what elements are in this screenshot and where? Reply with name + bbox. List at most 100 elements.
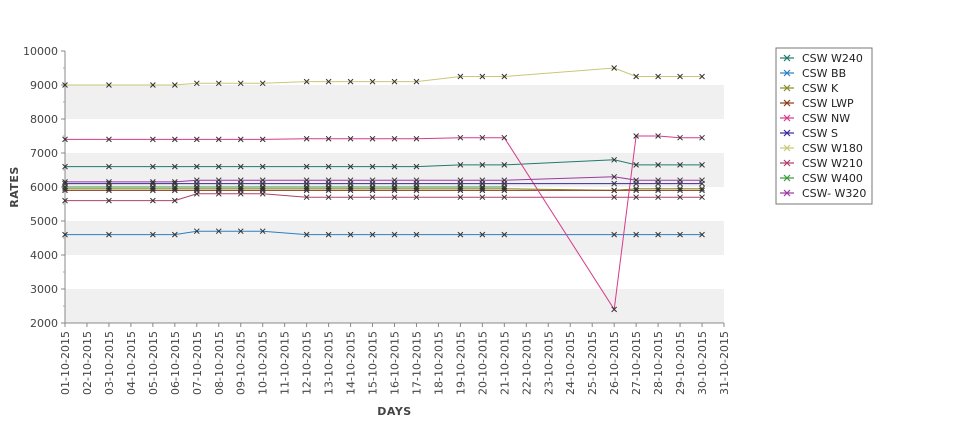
data-point bbox=[479, 231, 486, 238]
data-point bbox=[237, 228, 244, 235]
data-point bbox=[611, 187, 618, 194]
data-point bbox=[237, 177, 244, 184]
y-tick-label: 7000 bbox=[30, 147, 58, 160]
y-tick-label: 10000 bbox=[23, 45, 58, 58]
data-point bbox=[633, 187, 639, 194]
x-tick-label: 25-10-2015 bbox=[586, 331, 599, 395]
legend-item: CSW K bbox=[780, 82, 839, 95]
series-line-1 bbox=[65, 159, 702, 168]
legend-marker bbox=[783, 114, 791, 122]
data-point bbox=[457, 194, 464, 201]
y-tick-label: 9000 bbox=[30, 79, 58, 92]
data-point bbox=[325, 184, 332, 190]
data-point bbox=[347, 163, 354, 170]
data-point bbox=[369, 194, 376, 201]
legend-item: CSW LWP bbox=[780, 97, 854, 110]
data-point bbox=[237, 185, 244, 192]
data-point bbox=[150, 197, 156, 204]
x-tick-label: 11-10-2015 bbox=[279, 331, 292, 395]
data-point bbox=[150, 82, 156, 88]
series-lines bbox=[65, 67, 702, 311]
x-tick-label: 03-10-2015 bbox=[103, 331, 116, 395]
legend-marker bbox=[783, 159, 791, 167]
data-point bbox=[391, 177, 398, 184]
legend: CSW W240 CSW BB CSW K CSW LWP CSW NW CSW S CSW… bbox=[775, 47, 873, 205]
data-point bbox=[457, 73, 464, 80]
data-point bbox=[325, 163, 332, 170]
x-tick-label: 17-10-2015 bbox=[410, 331, 423, 395]
legend-marker bbox=[783, 129, 791, 137]
legend-item: CSW NW bbox=[780, 112, 850, 125]
x-tick-label: 18-10-2015 bbox=[432, 331, 445, 395]
data-point bbox=[106, 179, 112, 185]
legend-label: CSW W240 bbox=[802, 52, 863, 65]
grid-band bbox=[65, 255, 724, 289]
data-point bbox=[150, 163, 156, 170]
data-point bbox=[150, 184, 156, 190]
data-point bbox=[501, 194, 508, 201]
data-point bbox=[501, 134, 508, 141]
data-point bbox=[677, 134, 683, 141]
grid-band bbox=[65, 119, 724, 153]
x-tick-label: 14-10-2015 bbox=[345, 331, 358, 395]
data-point bbox=[611, 306, 618, 313]
x-tick-label: 23-10-2015 bbox=[542, 331, 555, 395]
data-point bbox=[171, 136, 178, 143]
data-point bbox=[171, 179, 178, 185]
x-tick-label: 01-10-2015 bbox=[59, 331, 72, 395]
x-tick-label: 21-10-2015 bbox=[498, 331, 511, 395]
data-point bbox=[193, 184, 200, 190]
data-point bbox=[479, 134, 486, 141]
data-point bbox=[391, 135, 398, 142]
x-tick-label: 02-10-2015 bbox=[81, 331, 94, 395]
data-point bbox=[237, 184, 244, 190]
data-point bbox=[171, 231, 178, 238]
data-point bbox=[655, 133, 661, 139]
data-point bbox=[633, 73, 639, 80]
data-point bbox=[457, 177, 464, 184]
data-point bbox=[369, 184, 376, 190]
y-ticks: 2000 3000 4000 5000 6000 7000 8000 9000 10000 bbox=[23, 45, 65, 330]
data-point bbox=[633, 162, 639, 168]
x-tick-label: 19-10-2015 bbox=[454, 331, 467, 395]
data-point bbox=[677, 185, 683, 192]
grid-band bbox=[65, 289, 724, 323]
x-tick-label: 10-10-2015 bbox=[257, 331, 270, 395]
data-point bbox=[150, 136, 156, 143]
y-axis-title: RATES bbox=[8, 166, 21, 208]
data-point bbox=[479, 185, 486, 192]
x-ticks: 01-10-2015 02-10-2015 03-10-2015 04-10-2015… bbox=[59, 323, 731, 395]
legend-item: CSW W240 bbox=[780, 52, 863, 65]
x-tick-label: 24-10-2015 bbox=[564, 331, 577, 395]
legend-marker bbox=[783, 84, 791, 92]
data-point bbox=[171, 197, 178, 204]
x-tick-label: 20-10-2015 bbox=[476, 331, 489, 395]
data-point bbox=[215, 185, 222, 192]
legend-label: CSW S bbox=[802, 127, 838, 140]
y-tick-label: 4000 bbox=[30, 249, 58, 262]
data-point bbox=[391, 184, 398, 190]
legend-marker bbox=[783, 69, 791, 77]
legend-label: CSW W210 bbox=[802, 157, 863, 170]
data-point bbox=[347, 78, 354, 85]
data-point bbox=[303, 184, 310, 190]
data-point bbox=[193, 228, 200, 235]
data-point bbox=[303, 194, 310, 201]
x-tick-label: 06-10-2015 bbox=[169, 331, 182, 395]
data-point bbox=[369, 135, 376, 142]
data-point bbox=[655, 185, 661, 192]
legend-label: CSW BB bbox=[802, 67, 846, 80]
data-point bbox=[106, 231, 112, 238]
series-line-7 bbox=[65, 67, 702, 86]
data-point bbox=[501, 73, 508, 80]
data-point bbox=[457, 185, 464, 192]
data-point bbox=[699, 73, 705, 80]
x-tick-label: 07-10-2015 bbox=[191, 331, 204, 395]
data-point bbox=[215, 228, 222, 235]
data-point bbox=[171, 82, 178, 88]
data-point bbox=[193, 136, 200, 143]
x-tick-label: 04-10-2015 bbox=[125, 331, 138, 395]
data-point bbox=[699, 194, 705, 201]
data-point bbox=[391, 185, 398, 192]
